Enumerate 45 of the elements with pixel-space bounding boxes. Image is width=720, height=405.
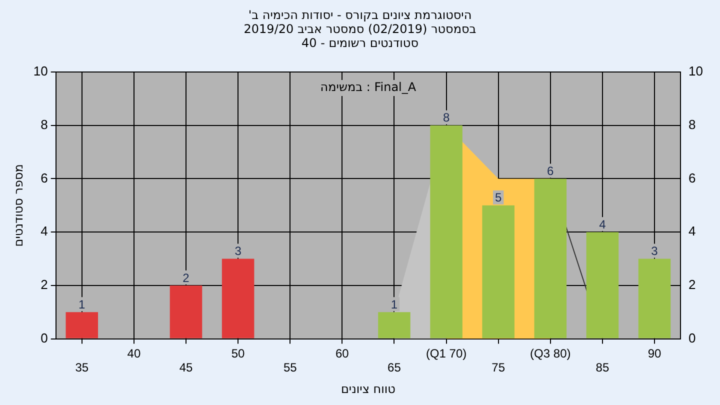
x-tick-label: 65 [388,360,402,375]
data-label: 5 [495,190,502,205]
y2-tick-label: 10 [688,64,704,79]
x-tick-label: 50 [231,346,246,360]
x-tick-label: 85 [596,360,610,375]
x-tick-label: 40 [127,346,141,360]
x-tick-label: 45 [179,360,193,375]
bar [638,258,671,338]
x-tick-label: 90 [648,346,662,360]
data-label: 4 [599,217,606,232]
y2-tick-label: 6 [688,170,696,186]
y-tick-label: 8 [40,116,48,132]
data-label: 2 [182,270,190,285]
x-tick-label: (Q1 70) [426,346,467,360]
y-tick-label: 10 [33,64,48,79]
bar [170,285,202,338]
annotation: במשימה : Final_A [320,80,417,94]
data-label: 1 [390,297,398,312]
y-tick-label: 6 [40,170,48,186]
data-label: 1 [78,297,86,312]
bar [482,205,514,338]
y-tick-label: 4 [40,224,48,239]
bar [586,232,619,338]
data-label: 3 [234,244,242,258]
data-label: 6 [547,164,554,178]
y2-tick-label: 2 [688,277,696,292]
x-tick-label: (Q3 80) [530,346,571,360]
bar [534,178,567,338]
x-tick-label: 35 [75,360,89,375]
y2-tick-label: 0 [688,330,696,346]
bar [378,312,410,338]
x-tick-label: 55 [283,360,298,375]
y2-tick-label: 4 [688,224,696,239]
x-tick-label: 75 [492,360,506,375]
x-axis-title: טווח ציונים [340,382,396,396]
y-axis-title: מספר סטודנטים [11,164,26,247]
x-tick-label: 60 [335,346,350,360]
data-label: 8 [442,110,450,125]
chart-title: היסטוגרמת ציונים בקורס - יסודות הכימיה ב' בסמסטר (02/2019) סמסטר אביב 2019/20 סטודנטים רשומים - 40 [242,8,478,50]
data-label: 3 [651,244,658,258]
y2-tick-label: 8 [688,116,696,132]
bar [222,258,254,338]
bar [66,312,98,338]
y-tick-label: 0 [40,330,48,346]
y-tick-label: 2 [40,277,48,292]
